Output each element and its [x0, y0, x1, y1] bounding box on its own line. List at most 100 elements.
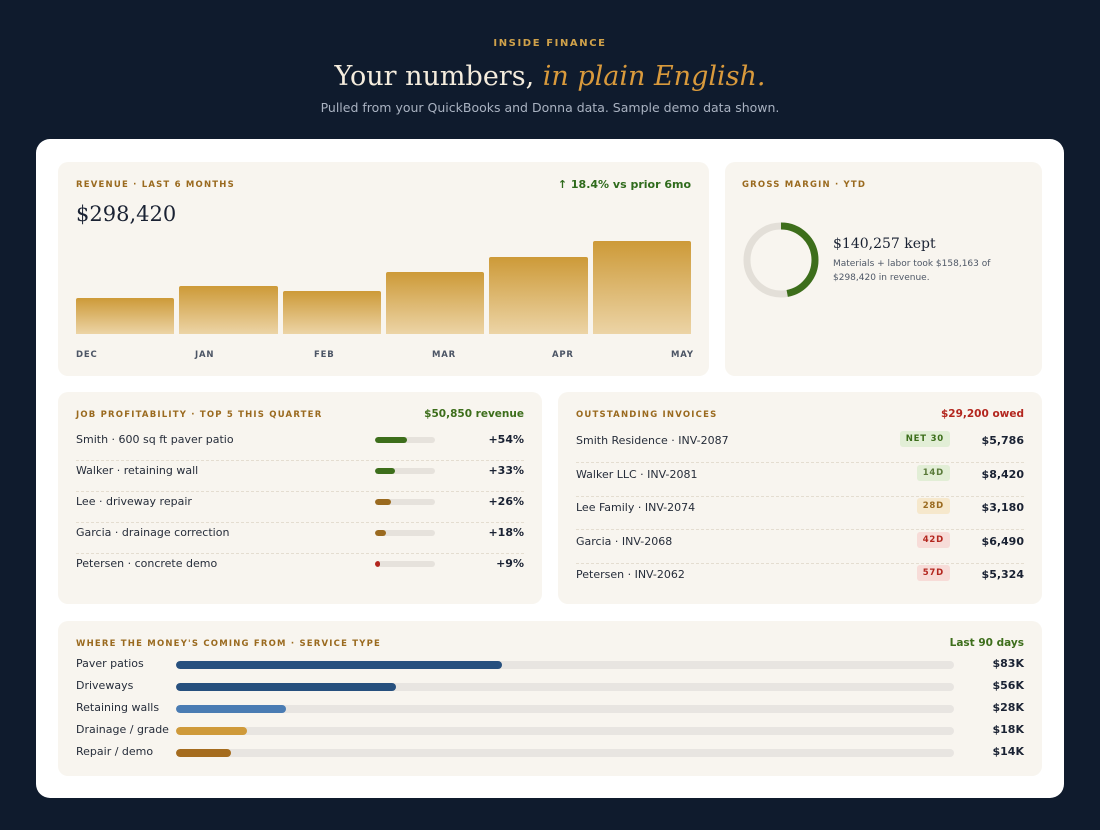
job-progress-fill [375, 561, 381, 567]
revenue-month-label: MAY [671, 350, 694, 360]
revenue-total: $298,420 [76, 202, 177, 226]
services-label: WHERE THE MONEY'S COMING FROM · SERVICE … [76, 639, 382, 649]
service-bar-fill [176, 749, 231, 757]
service-name: Retaining walls [76, 701, 160, 714]
revenue-bar [179, 286, 278, 334]
job-margin-pct: +9% [496, 557, 524, 570]
invoice-row[interactable]: Walker LLC · INV-2081 14D $8,420 [576, 464, 1024, 497]
service-amount: $18K [992, 723, 1025, 736]
job-row[interactable]: Petersen · concrete demo +9% [76, 554, 524, 585]
revenue-delta: ↑ 18.4% vs prior 6mo [557, 178, 691, 191]
job-progress-fill [375, 437, 408, 443]
revenue-bar [282, 290, 381, 334]
service-bar-fill [176, 683, 397, 691]
jobs-label: JOB PROFITABILITY · TOP 5 THIS QUARTER [76, 410, 323, 420]
invoice-age-badge: NET 30 [899, 431, 950, 447]
service-row: Driveways $56K [76, 678, 1024, 696]
invoices-label: OUTSTANDING INVOICES [576, 410, 718, 420]
margin-donut [743, 222, 819, 298]
service-bar-track [176, 661, 954, 669]
service-bar-fill [176, 661, 503, 669]
revenue-label: REVENUE · LAST 6 MONTHS [76, 180, 235, 190]
job-margin-pct: +26% [488, 495, 524, 508]
margin-note: Materials + labor took $158,163 of $298,… [833, 259, 991, 283]
invoice-age-badge: 57D [916, 565, 950, 581]
invoice-amount: $3,180 [981, 501, 1024, 514]
job-progress-fill [375, 530, 386, 536]
gross-margin-card: GROSS MARGIN · YTD $140,257 kept Materia… [725, 162, 1042, 376]
title-plain: Your numbers, [334, 61, 543, 92]
service-row: Drainage / grade $18K [76, 722, 1024, 740]
revenue-month-label: APR [552, 350, 574, 360]
job-name: Lee · driveway repair [76, 495, 192, 508]
invoice-row[interactable]: Lee Family · INV-2074 28D $3,180 [576, 497, 1024, 530]
service-bar-fill [176, 727, 247, 735]
invoice-name: Walker LLC · INV-2081 [576, 467, 698, 481]
job-margin-pct: +54% [488, 433, 524, 446]
revenue-bar [386, 271, 485, 334]
invoice-row[interactable]: Petersen · INV-2062 57D $5,324 [576, 564, 1024, 597]
invoice-amount: $5,786 [981, 434, 1024, 447]
job-name: Garcia · drainage correction [76, 526, 230, 539]
gross-margin-label: GROSS MARGIN · YTD [742, 180, 867, 190]
invoice-row[interactable]: Garcia · INV-2068 42D $6,490 [576, 531, 1024, 564]
revenue-bar [76, 298, 175, 334]
job-margin-pct: +33% [488, 464, 524, 477]
service-name: Driveways [76, 679, 134, 692]
job-progress-fill [375, 499, 391, 505]
service-row: Repair / demo $14K [76, 744, 1024, 762]
revenue-card: REVENUE · LAST 6 MONTHS ↑ 18.4% vs prior… [58, 162, 709, 376]
page-title: Your numbers, in plain English. [0, 59, 1100, 95]
job-name: Petersen · concrete demo [76, 557, 218, 570]
invoice-age-badge: 14D [916, 464, 950, 481]
revenue-month-label: FEB [314, 350, 335, 360]
service-bar-track [176, 749, 954, 757]
job-row[interactable]: Garcia · drainage correction +18% [76, 523, 524, 554]
job-progress-track [375, 530, 435, 536]
revenue-month-label: DEC [76, 350, 98, 360]
hero: INSIDE FINANCE Your numbers, in plain En… [0, 0, 1100, 115]
dashboard-panel: REVENUE · LAST 6 MONTHS ↑ 18.4% vs prior… [36, 139, 1064, 798]
invoices-summary: $29,200 owed [940, 408, 1024, 420]
title-accent: in plain English. [542, 61, 766, 92]
invoice-name: Garcia · INV-2068 [576, 534, 673, 548]
invoice-name: Petersen · INV-2062 [576, 568, 685, 581]
service-amount: $56K [992, 679, 1025, 692]
invoice-name: Lee Family · INV-2074 [576, 501, 696, 514]
revenue-bar [489, 257, 588, 334]
page-subtitle: Pulled from your QuickBooks and Donna da… [320, 100, 780, 115]
job-margin-pct: +18% [488, 526, 524, 539]
invoice-name: Smith Residence · INV-2087 [576, 434, 729, 447]
service-name: Repair / demo [76, 745, 154, 758]
invoice-row[interactable]: Smith Residence · INV-2087 NET 30 $5,786 [576, 430, 1024, 463]
jobs-summary: $50,850 revenue [424, 408, 524, 420]
service-row: Retaining walls $28K [76, 700, 1024, 718]
job-progress-fill [375, 468, 395, 474]
revenue-month-label: MAR [432, 350, 456, 360]
service-row: Paver patios $83K [76, 656, 1024, 674]
eyebrow: INSIDE FINANCE [493, 38, 607, 49]
job-row[interactable]: Smith · 600 sq ft paver patio +54% [76, 430, 524, 461]
service-amount: $14K [992, 745, 1025, 758]
service-amount: $83K [992, 657, 1025, 670]
service-amount: $28K [992, 701, 1025, 714]
revenue-bar [592, 240, 691, 334]
service-bar-track [176, 683, 954, 691]
job-name: Walker · retaining wall [76, 464, 199, 477]
service-bar-track [176, 727, 954, 735]
job-progress-track [375, 468, 435, 474]
revenue-chart [76, 238, 691, 334]
invoices-card: OUTSTANDING INVOICES $29,200 owed Smith … [558, 392, 1042, 604]
services-period: Last 90 days [949, 637, 1024, 649]
invoice-amount: $5,324 [981, 568, 1024, 581]
job-progress-track [375, 561, 435, 567]
revenue-month-label: JAN [195, 350, 215, 360]
service-name: Paver patios [76, 657, 144, 670]
invoice-age-badge: 28D [916, 498, 950, 514]
job-row[interactable]: Walker · retaining wall +33% [76, 461, 524, 492]
job-row[interactable]: Lee · driveway repair +26% [76, 492, 524, 523]
job-profitability-card: JOB PROFITABILITY · TOP 5 THIS QUARTER $… [58, 392, 542, 604]
margin-kept: $140,257 kept [833, 236, 936, 252]
invoice-amount: $6,490 [981, 534, 1024, 548]
job-name: Smith · 600 sq ft paver patio [76, 433, 234, 446]
